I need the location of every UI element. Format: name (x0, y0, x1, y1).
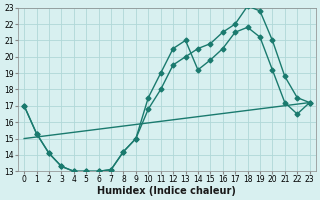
X-axis label: Humidex (Indice chaleur): Humidex (Indice chaleur) (98, 186, 236, 196)
